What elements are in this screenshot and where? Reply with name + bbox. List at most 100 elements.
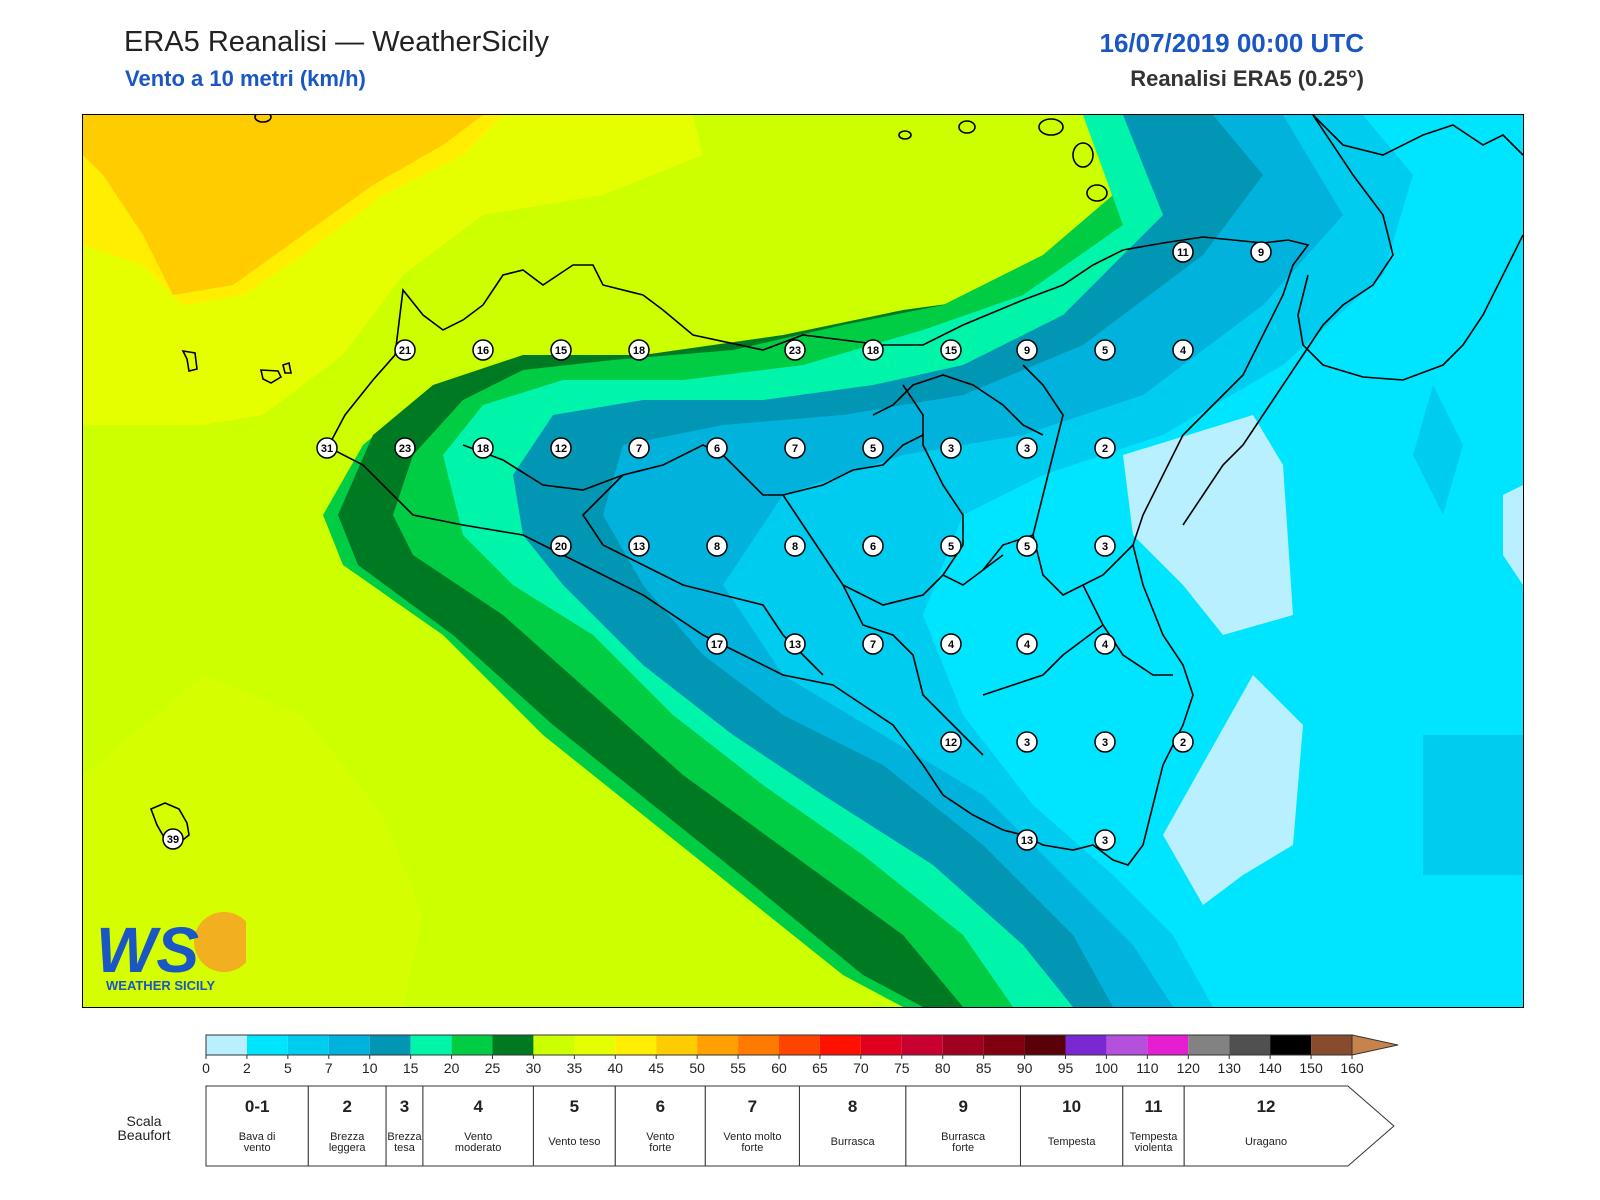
wind-point: 4 xyxy=(1172,339,1194,361)
wind-value: 4 xyxy=(1024,639,1031,651)
wind-value: 9 xyxy=(1024,345,1030,357)
wind-point: 6 xyxy=(862,535,884,557)
wind-value: 8 xyxy=(792,541,798,553)
wind-point: 15 xyxy=(940,339,962,361)
colorbar-tick-label: 30 xyxy=(526,1060,542,1076)
wind-value: 21 xyxy=(399,345,411,357)
beaufort-number: 4 xyxy=(473,1097,483,1116)
coastlines xyxy=(149,115,1523,866)
colorbar-tick-label: 35 xyxy=(567,1060,583,1076)
wind-point: 20 xyxy=(550,535,572,557)
wind-point: 18 xyxy=(628,339,650,361)
colorbar xyxy=(205,1034,1399,1056)
wind-value: 5 xyxy=(1102,345,1108,357)
colorbar-segment xyxy=(819,1035,861,1055)
wind-field xyxy=(83,115,1523,1007)
wind-point: 5 xyxy=(1094,339,1116,361)
beaufort-desc: Burrasca xyxy=(831,1136,876,1148)
wind-station-points: 11 921 16 15 18 23 18 15 9 5 431 23 18 12 7 6 7 5 3 3 220 13 8… xyxy=(162,241,1272,851)
colorbar-segment xyxy=(1147,1035,1189,1055)
wind-point: 12 xyxy=(550,437,572,459)
wind-value: 4 xyxy=(948,639,955,651)
wind-point: 13 xyxy=(1016,829,1038,851)
wind-value: 3 xyxy=(1024,737,1030,749)
beaufort-desc: violenta xyxy=(1135,1142,1174,1154)
colorbar-segment xyxy=(533,1035,575,1055)
colorbar-tick-label: 7 xyxy=(325,1060,333,1076)
colorbar-tick-label: 65 xyxy=(812,1060,828,1076)
wind-point: 17 xyxy=(706,633,728,655)
beaufort-number: 12 xyxy=(1257,1097,1276,1116)
colorbar-tick-label: 15 xyxy=(403,1060,419,1076)
wind-point: 8 xyxy=(706,535,728,557)
colorbar-tick-label: 130 xyxy=(1218,1060,1242,1076)
beaufort-desc: tesa xyxy=(394,1142,416,1154)
wind-point: 7 xyxy=(628,437,650,459)
wind-point: 8 xyxy=(784,535,806,557)
colorbar-segment xyxy=(206,1035,247,1055)
beaufort-number: 11 xyxy=(1145,1097,1163,1116)
weather-sicily-logo: WS WEATHER SICILY xyxy=(96,906,254,996)
map-subtitle: Vento a 10 metri (km/h) xyxy=(125,66,366,91)
wind-value: 23 xyxy=(399,443,411,455)
wind-value: 13 xyxy=(1021,835,1033,847)
colorbar-segment xyxy=(287,1035,329,1055)
beaufort-desc: Vento xyxy=(464,1131,492,1143)
wind-point: 3 xyxy=(940,437,962,459)
wind-value: 39 xyxy=(167,834,179,846)
wind-point: 15 xyxy=(550,339,572,361)
colorbar-segment xyxy=(697,1035,739,1055)
beaufort-class: 10 Tempesta xyxy=(1019,1085,1124,1167)
wind-value: 12 xyxy=(945,737,957,749)
colorbar-tick-label: 40 xyxy=(607,1060,623,1076)
wind-point: 12 xyxy=(940,731,962,753)
wind-value: 18 xyxy=(633,345,645,357)
wind-value: 9 xyxy=(1258,247,1264,259)
colorbar-tick-label: 20 xyxy=(444,1060,460,1076)
colorbar-segment xyxy=(738,1035,779,1055)
beaufort-desc: Bava di xyxy=(239,1131,276,1143)
beaufort-desc: Vento teso xyxy=(548,1136,600,1148)
wind-value: 20 xyxy=(555,541,567,553)
colorbar-segment xyxy=(983,1035,1025,1055)
wind-value: 7 xyxy=(870,639,876,651)
wind-point: 9 xyxy=(1016,339,1038,361)
wind-value: 5 xyxy=(948,541,954,553)
wind-point: 5 xyxy=(1016,535,1038,557)
sun-icon xyxy=(194,912,254,972)
wind-value: 4 xyxy=(1180,345,1187,357)
colorbar-segment xyxy=(410,1035,452,1055)
colorbar-tick-label: 100 xyxy=(1095,1060,1119,1076)
beaufort-number: 7 xyxy=(748,1097,757,1116)
wind-value: 5 xyxy=(870,443,876,455)
wind-point: 4 xyxy=(940,633,962,655)
wind-value: 6 xyxy=(714,443,720,455)
wind-value: 15 xyxy=(555,345,567,357)
beaufort-class: 8 Burrasca xyxy=(798,1085,907,1167)
colorbar-segment xyxy=(1188,1035,1230,1055)
wind-value: 3 xyxy=(1102,835,1108,847)
wind-value: 17 xyxy=(711,639,723,651)
data-source: Reanalisi ERA5 (0.25°) xyxy=(1130,66,1364,91)
beaufort-class: 5 Vento teso xyxy=(532,1085,616,1167)
beaufort-number: 5 xyxy=(570,1097,579,1116)
colorbar-segment xyxy=(1065,1035,1107,1055)
colorbar-tick-label: 120 xyxy=(1177,1060,1201,1076)
colorbar-tick-label: 160 xyxy=(1340,1060,1364,1076)
wind-value: 4 xyxy=(1102,639,1109,651)
beaufort-desc: moderato xyxy=(455,1142,501,1154)
wind-point: 11 xyxy=(1172,241,1194,263)
colorbar-segment xyxy=(942,1035,984,1055)
wind-value: 13 xyxy=(789,639,801,651)
wind-value: 6 xyxy=(870,541,876,553)
logo-text: WEATHER SICILY xyxy=(106,978,215,993)
beaufort-desc: forte xyxy=(952,1142,974,1154)
wind-point: 23 xyxy=(784,339,806,361)
beaufort-desc: Vento xyxy=(646,1131,674,1143)
colorbar-segment xyxy=(369,1035,411,1055)
colorbar-segment xyxy=(1311,1035,1352,1055)
